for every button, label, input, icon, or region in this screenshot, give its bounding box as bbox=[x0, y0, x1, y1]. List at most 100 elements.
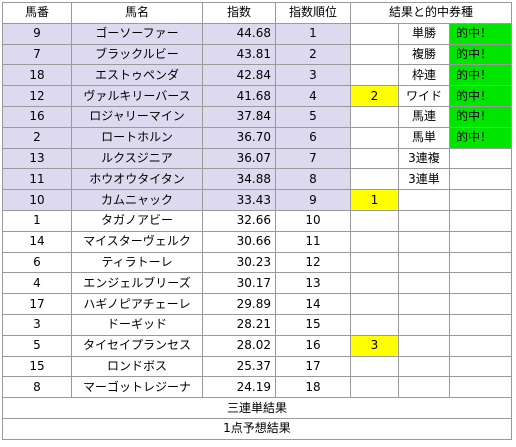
score-cell[interactable]: 30.23 bbox=[202, 251, 276, 274]
hit-status-cell[interactable] bbox=[449, 293, 512, 315]
score-rank-cell[interactable]: 8 bbox=[275, 168, 351, 191]
score-cell[interactable]: 25.37 bbox=[202, 355, 276, 378]
horse-name-cell[interactable]: ホウオウタイタン bbox=[71, 168, 203, 191]
bet-type-cell[interactable] bbox=[398, 334, 450, 357]
horse-number-cell[interactable]: 7 bbox=[2, 43, 72, 66]
horse-number-cell[interactable]: 9 bbox=[2, 22, 72, 45]
trifecta-result-label[interactable]: 三連単結果 bbox=[2, 397, 512, 419]
horse-name-cell[interactable]: ルクスジニア bbox=[71, 147, 203, 170]
score-cell[interactable]: 41.68 bbox=[202, 85, 276, 107]
score-cell[interactable]: 24.19 bbox=[202, 376, 276, 399]
header-horse-name[interactable]: 馬名 bbox=[71, 2, 203, 24]
finish-position-cell[interactable]: 3 bbox=[350, 334, 399, 357]
bet-type-cell[interactable] bbox=[398, 189, 450, 211]
score-cell[interactable]: 42.84 bbox=[202, 64, 276, 87]
score-cell[interactable]: 29.89 bbox=[202, 293, 276, 315]
finish-position-cell[interactable] bbox=[350, 313, 399, 336]
score-rank-cell[interactable]: 18 bbox=[275, 376, 351, 399]
horse-name-cell[interactable]: ハギノピアチェーレ bbox=[71, 293, 203, 315]
horse-name-cell[interactable]: ヴァルキリーバース bbox=[71, 85, 203, 107]
score-cell[interactable]: 43.81 bbox=[202, 43, 276, 66]
hit-status-cell[interactable]: 的中！ bbox=[449, 105, 512, 128]
score-rank-cell[interactable]: 2 bbox=[275, 43, 351, 66]
horse-number-cell[interactable]: 1 bbox=[2, 209, 72, 232]
score-cell[interactable]: 30.66 bbox=[202, 230, 276, 253]
bet-type-cell[interactable] bbox=[398, 376, 450, 399]
score-rank-cell[interactable]: 15 bbox=[275, 313, 351, 336]
finish-position-cell[interactable] bbox=[350, 64, 399, 87]
finish-position-cell[interactable] bbox=[350, 105, 399, 128]
header-score[interactable]: 指数 bbox=[202, 2, 276, 24]
header-horse-number[interactable]: 馬番 bbox=[2, 2, 72, 24]
hit-status-cell[interactable] bbox=[449, 189, 512, 211]
horse-name-cell[interactable]: ティラトーレ bbox=[71, 251, 203, 274]
score-cell[interactable]: 34.88 bbox=[202, 168, 276, 191]
bet-type-cell[interactable]: 単勝 bbox=[398, 22, 450, 45]
horse-number-cell[interactable]: 3 bbox=[2, 313, 72, 336]
hit-status-cell[interactable]: 的中！ bbox=[449, 126, 512, 149]
score-rank-cell[interactable]: 9 bbox=[275, 189, 351, 211]
bet-type-cell[interactable] bbox=[398, 355, 450, 378]
score-cell[interactable]: 37.84 bbox=[202, 105, 276, 128]
finish-position-cell[interactable] bbox=[350, 22, 399, 45]
hit-status-cell[interactable] bbox=[449, 147, 512, 170]
finish-position-cell[interactable] bbox=[350, 147, 399, 170]
horse-name-cell[interactable]: エストゥペンダ bbox=[71, 64, 203, 87]
horse-number-cell[interactable]: 8 bbox=[2, 376, 72, 399]
score-cell[interactable]: 30.17 bbox=[202, 272, 276, 295]
horse-name-cell[interactable]: タガノアビー bbox=[71, 209, 203, 232]
horse-number-cell[interactable]: 12 bbox=[2, 85, 72, 107]
finish-position-cell[interactable] bbox=[350, 230, 399, 253]
score-cell[interactable]: 32.66 bbox=[202, 209, 276, 232]
horse-number-cell[interactable]: 16 bbox=[2, 105, 72, 128]
horse-name-cell[interactable]: カムニャック bbox=[71, 189, 203, 211]
bet-type-cell[interactable] bbox=[398, 313, 450, 336]
horse-number-cell[interactable]: 6 bbox=[2, 251, 72, 274]
score-rank-cell[interactable]: 17 bbox=[275, 355, 351, 378]
finish-position-cell[interactable] bbox=[350, 272, 399, 295]
horse-name-cell[interactable]: ドーギッド bbox=[71, 313, 203, 336]
hit-status-cell[interactable] bbox=[449, 355, 512, 378]
hit-status-cell[interactable] bbox=[449, 251, 512, 274]
bet-type-cell[interactable]: 3連単 bbox=[398, 168, 450, 191]
horse-number-cell[interactable]: 18 bbox=[2, 64, 72, 87]
horse-name-cell[interactable]: ブラックルビー bbox=[71, 43, 203, 66]
bet-type-cell[interactable]: ワイド bbox=[398, 85, 450, 107]
score-cell[interactable]: 28.21 bbox=[202, 313, 276, 336]
bet-type-cell[interactable] bbox=[398, 209, 450, 232]
horse-number-cell[interactable]: 11 bbox=[2, 168, 72, 191]
bet-type-cell[interactable]: 馬連 bbox=[398, 105, 450, 128]
horse-number-cell[interactable]: 10 bbox=[2, 189, 72, 211]
horse-number-cell[interactable]: 14 bbox=[2, 230, 72, 253]
bet-type-cell[interactable]: 複勝 bbox=[398, 43, 450, 66]
score-cell[interactable]: 33.43 bbox=[202, 189, 276, 211]
finish-position-cell[interactable] bbox=[350, 355, 399, 378]
horse-number-cell[interactable]: 4 bbox=[2, 272, 72, 295]
horse-name-cell[interactable]: ロートホルン bbox=[71, 126, 203, 149]
bet-type-cell[interactable] bbox=[398, 272, 450, 295]
hit-status-cell[interactable] bbox=[449, 230, 512, 253]
score-rank-cell[interactable]: 16 bbox=[275, 334, 351, 357]
score-rank-cell[interactable]: 4 bbox=[275, 85, 351, 107]
horse-number-cell[interactable]: 13 bbox=[2, 147, 72, 170]
horse-name-cell[interactable]: ロジャリーマイン bbox=[71, 105, 203, 128]
score-rank-cell[interactable]: 1 bbox=[275, 22, 351, 45]
hit-status-cell[interactable]: 的中！ bbox=[449, 64, 512, 87]
bet-type-cell[interactable] bbox=[398, 251, 450, 274]
finish-position-cell[interactable]: 1 bbox=[350, 189, 399, 211]
score-cell[interactable]: 36.07 bbox=[202, 147, 276, 170]
hit-status-cell[interactable] bbox=[449, 313, 512, 336]
score-rank-cell[interactable]: 6 bbox=[275, 126, 351, 149]
finish-position-cell[interactable] bbox=[350, 376, 399, 399]
score-rank-cell[interactable]: 13 bbox=[275, 272, 351, 295]
bet-type-cell[interactable] bbox=[398, 230, 450, 253]
score-rank-cell[interactable]: 14 bbox=[275, 293, 351, 315]
bet-type-cell[interactable]: 馬単 bbox=[398, 126, 450, 149]
hit-status-cell[interactable]: 的中！ bbox=[449, 22, 512, 45]
score-cell[interactable]: 28.02 bbox=[202, 334, 276, 357]
finish-position-cell[interactable] bbox=[350, 293, 399, 315]
finish-position-cell[interactable]: 2 bbox=[350, 85, 399, 107]
hit-status-cell[interactable] bbox=[449, 272, 512, 295]
finish-position-cell[interactable] bbox=[350, 126, 399, 149]
finish-position-cell[interactable] bbox=[350, 43, 399, 66]
